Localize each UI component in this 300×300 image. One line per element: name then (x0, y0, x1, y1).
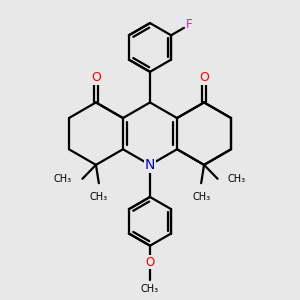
Text: CH₃: CH₃ (228, 174, 246, 184)
Text: O: O (199, 71, 209, 84)
Text: CH₃: CH₃ (90, 191, 108, 202)
Text: O: O (146, 256, 154, 268)
Text: F: F (186, 18, 192, 32)
Text: O: O (91, 71, 101, 84)
Text: CH₃: CH₃ (192, 191, 210, 202)
Text: N: N (145, 158, 155, 172)
Text: CH₃: CH₃ (54, 174, 72, 184)
Text: CH₃: CH₃ (141, 284, 159, 294)
